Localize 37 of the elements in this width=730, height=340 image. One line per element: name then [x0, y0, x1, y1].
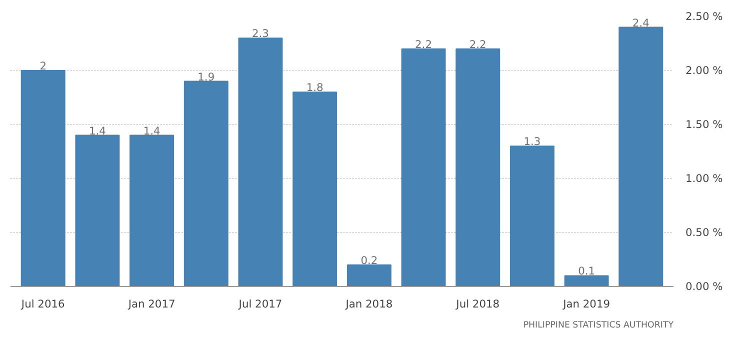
x-tick-label: Jul 2018 — [455, 298, 500, 310]
bar — [346, 264, 392, 286]
bar — [20, 70, 66, 286]
data-label: 1.9 — [198, 70, 215, 84]
bar — [456, 48, 500, 286]
text: PHILIPPINE STATISTICS AUTHORITY — [523, 320, 674, 330]
data-label: 1.3 — [524, 135, 541, 148]
bar — [564, 275, 609, 286]
data-label: 2.4 — [632, 16, 650, 30]
bar — [238, 38, 283, 286]
y-tick-label: 2.50 % — [686, 10, 723, 23]
data-label: 2.2 — [415, 38, 432, 51]
y-tick-label: 2.00 % — [686, 64, 723, 77]
data-label: 1.4 — [143, 124, 160, 138]
data-label: 2.2 — [469, 38, 486, 51]
data-label: 0.2 — [360, 254, 378, 267]
data-label: 0.1 — [578, 264, 596, 278]
bar — [292, 92, 338, 286]
bar — [75, 134, 120, 286]
x-tick-label: Jan 2017 — [127, 298, 176, 310]
y-tick-label: 1.00 % — [686, 172, 723, 185]
y-tick-label: 0.50 % — [686, 226, 723, 239]
bar — [510, 146, 554, 286]
data-label: 2 — [40, 60, 46, 72]
x-tick-label: Jul 2016 — [20, 298, 66, 310]
bar — [184, 80, 228, 286]
data-label: 1.4 — [88, 124, 106, 138]
data-label: 2.3 — [252, 27, 269, 40]
bar — [130, 134, 174, 286]
x-tick-label: Jan 2018 — [344, 298, 393, 310]
y-tick-label: 1.50 % — [686, 118, 723, 131]
bar — [401, 48, 446, 286]
x-tick-label: Jan 2019 — [562, 298, 610, 310]
bar — [618, 26, 664, 286]
data-label: 1.8 — [306, 81, 324, 94]
x-tick-label: Jul 2017 — [238, 298, 282, 310]
y-tick-label: 0.00 % — [686, 280, 723, 293]
